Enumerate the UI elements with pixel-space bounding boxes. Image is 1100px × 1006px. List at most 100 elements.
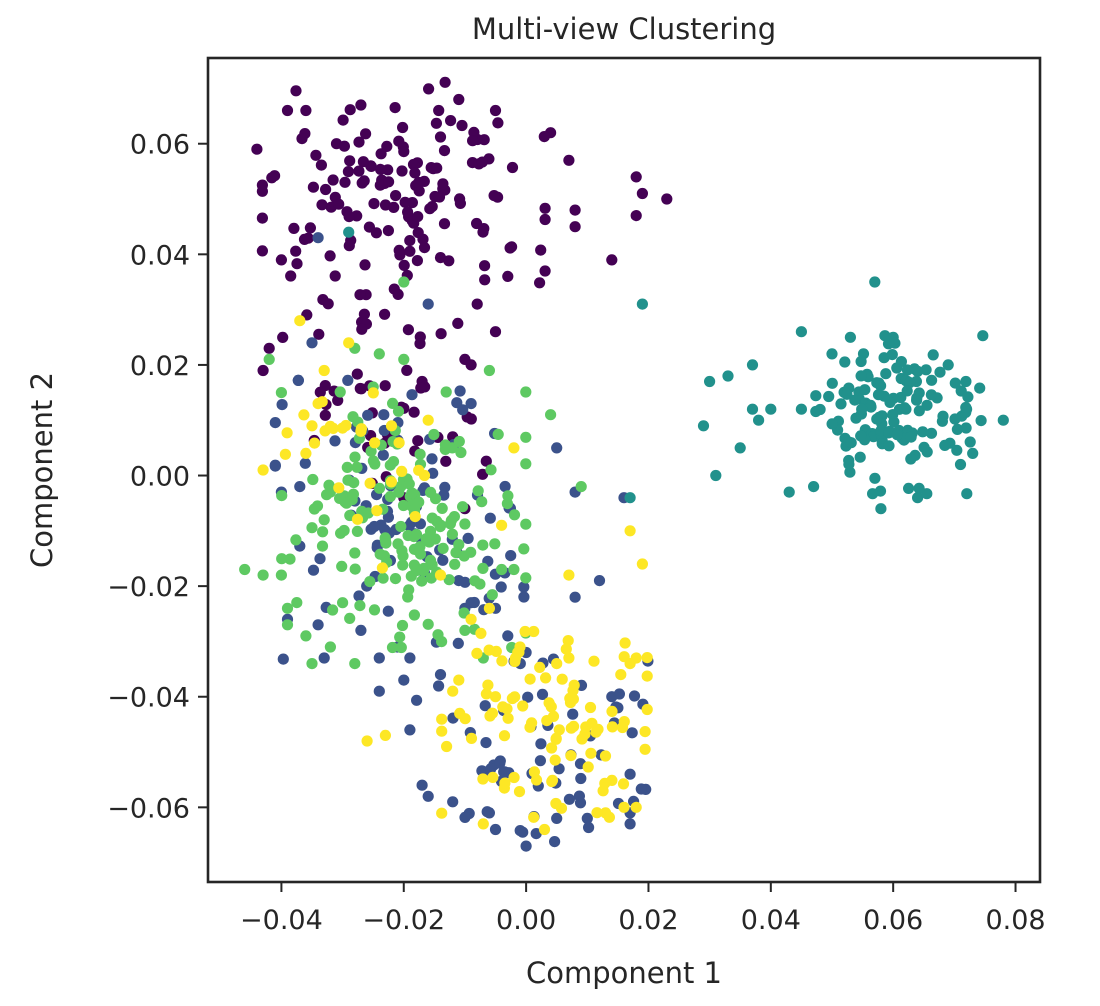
data-point — [911, 394, 923, 406]
data-point — [641, 652, 653, 664]
data-point — [584, 701, 597, 714]
data-point — [606, 721, 619, 733]
data-point — [397, 550, 409, 562]
data-point — [875, 380, 887, 392]
data-point — [528, 625, 540, 638]
data-point — [504, 242, 516, 254]
data-point — [251, 143, 263, 155]
data-point — [306, 522, 318, 534]
data-point — [903, 482, 915, 494]
data-point — [465, 398, 477, 410]
data-point — [393, 437, 405, 449]
data-point — [697, 420, 710, 432]
data-point — [875, 503, 887, 515]
data-point — [641, 703, 653, 716]
data-point — [396, 465, 408, 477]
data-point — [635, 783, 647, 795]
data-point — [722, 370, 734, 382]
data-point — [619, 637, 631, 649]
data-point — [480, 737, 492, 749]
data-point — [456, 119, 468, 132]
data-point — [710, 469, 722, 482]
data-point — [502, 270, 514, 282]
data-point — [550, 797, 562, 810]
data-point — [502, 712, 514, 724]
data-point — [880, 368, 892, 380]
data-point — [468, 126, 480, 138]
data-point — [487, 771, 499, 784]
data-point — [479, 260, 491, 272]
data-point — [367, 387, 379, 399]
data-point — [520, 386, 532, 398]
data-point — [446, 528, 458, 540]
data-point — [524, 673, 536, 685]
data-point — [399, 196, 411, 208]
data-point — [882, 338, 895, 350]
data-point — [575, 481, 587, 493]
data-point — [368, 198, 380, 210]
data-point — [921, 399, 933, 411]
data-point — [471, 647, 483, 660]
data-point — [844, 331, 857, 343]
data-point — [479, 700, 491, 712]
data-point — [428, 428, 440, 441]
data-point — [365, 445, 377, 457]
data-point — [624, 525, 636, 537]
data-point — [398, 674, 410, 686]
data-point — [639, 743, 651, 755]
data-point — [422, 298, 434, 310]
data-point — [553, 763, 565, 775]
data-point — [369, 437, 381, 449]
data-point — [489, 823, 502, 836]
data-point — [485, 464, 497, 476]
plot-frame — [206, 56, 1042, 884]
data-point — [534, 277, 546, 289]
data-point — [256, 212, 268, 224]
data-point — [382, 605, 394, 617]
data-point — [343, 226, 355, 238]
data-point — [412, 211, 424, 223]
data-point — [266, 172, 278, 184]
data-point — [315, 159, 327, 171]
data-point — [426, 201, 438, 213]
data-point — [344, 104, 356, 116]
data-point — [384, 459, 396, 471]
data-point — [375, 148, 387, 160]
data-point — [569, 204, 581, 216]
data-point — [386, 641, 399, 654]
data-point — [275, 387, 287, 399]
data-point — [480, 688, 492, 700]
data-point — [534, 755, 547, 767]
data-point — [373, 348, 385, 360]
data-point — [615, 669, 627, 681]
data-point — [423, 83, 435, 95]
data-point — [951, 423, 964, 435]
data-point — [359, 259, 371, 271]
data-point — [901, 364, 914, 376]
data-point — [765, 403, 777, 415]
data-point — [379, 729, 391, 742]
data-point — [593, 575, 606, 587]
data-point — [307, 181, 319, 193]
data-point — [583, 821, 595, 834]
data-point — [368, 520, 380, 533]
data-point — [962, 391, 974, 403]
data-point — [441, 740, 453, 753]
data-point — [549, 836, 561, 848]
data-point — [317, 526, 329, 538]
data-point — [294, 481, 306, 493]
data-point — [269, 417, 281, 429]
data-point — [285, 270, 297, 282]
data-point — [499, 777, 511, 789]
data-point — [591, 807, 603, 819]
data-point — [502, 630, 514, 642]
data-point — [553, 724, 565, 736]
data-point — [967, 447, 979, 459]
data-point — [964, 436, 976, 448]
data-point — [379, 380, 391, 392]
data-point — [485, 763, 497, 775]
data-point — [410, 528, 423, 541]
data-point — [343, 240, 355, 252]
data-point — [256, 185, 268, 197]
data-point — [901, 385, 913, 397]
